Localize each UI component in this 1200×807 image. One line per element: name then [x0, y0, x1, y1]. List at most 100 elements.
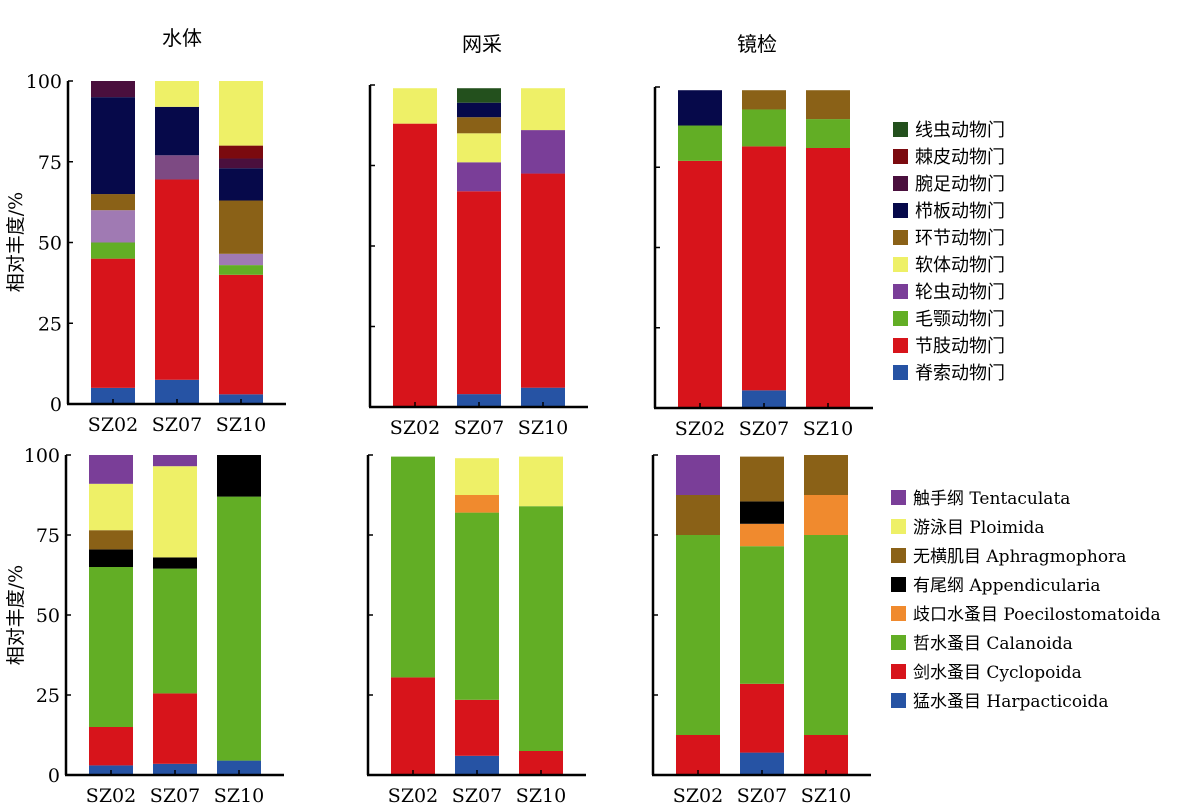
legend-top_row: 线虫动物门棘皮动物门腕足动物门栉板动物门环节动物门软体动物门轮虫动物门毛颚动物门…: [893, 120, 1005, 384]
bar-segment-sz02-2: [678, 125, 722, 161]
x-tick-label-sz02: SZ02: [86, 785, 136, 807]
y-tick-label-0: 0: [48, 765, 60, 787]
legend-swatch-8: [891, 693, 906, 708]
x-tick-label-sz02: SZ02: [88, 414, 138, 436]
legend-label-7: 剑水蚤目 Cyclopoida: [913, 663, 1082, 683]
column-title-water: 水体: [162, 26, 202, 50]
legend-label-2: 游泳目 Ploimida: [913, 518, 1045, 538]
bar-segment-sz07-2: [742, 146, 786, 391]
legend-swatch-10: [893, 365, 908, 380]
bar-segment-sz07-5: [153, 466, 197, 558]
bar-segment-sz02-4: [89, 549, 133, 567]
bar-segment-sz02-1: [676, 735, 720, 775]
bar-segment-sz10-3: [804, 495, 848, 535]
legend-bottom_row: 触手纲 Tentaculata 游泳目 Ploimida 无横肌目 Aphragmo…: [891, 489, 1161, 712]
legend-swatch-2: [893, 149, 908, 164]
bar-segment-sz02-2: [393, 88, 437, 124]
bar-segment-sz02-1: [393, 123, 437, 407]
bar-segment-sz02-5: [89, 530, 133, 550]
legend-label-3: 腕足动物门: [915, 174, 1005, 195]
bar-segment-sz10-9: [219, 81, 263, 146]
bar-segment-sz02-1: [391, 677, 435, 775]
bar-segment-sz07-6: [740, 456, 784, 502]
bar-segment-sz07-2: [740, 683, 784, 753]
bar-segment-sz10-2: [521, 173, 565, 388]
bar-segment-sz07-1: [742, 390, 786, 408]
panel-top_row-3: SZ02 SZ07 SZ10: [653, 86, 873, 440]
bar-segment-sz07-2: [155, 179, 199, 380]
bar-segment-sz10-1: [804, 735, 848, 775]
x-tick-label-sz07: SZ07: [454, 417, 504, 439]
bar-segment-sz10-5: [219, 200, 263, 254]
legend-label-8: 毛颚动物门: [915, 309, 1005, 330]
panel-bottom_row-1: SZ02 SZ07 SZ10 0 25 50 75 100: [24, 445, 284, 807]
bar-segment-sz07-4: [455, 495, 499, 513]
bar-segment-sz10-1: [521, 387, 565, 407]
legend-swatch-2: [891, 519, 906, 534]
bar-segment-sz10-3: [519, 456, 563, 507]
legend-swatch-3: [893, 176, 908, 191]
x-tick-label-sz10: SZ10: [801, 785, 851, 807]
bar-segment-sz07-4: [740, 523, 784, 547]
legend-label-4: 有尾纲 Appendicularia: [913, 576, 1101, 596]
x-tick-label-sz02: SZ02: [388, 785, 438, 807]
y-tick-label-100: 100: [24, 445, 60, 467]
y-tick-label-0: 0: [50, 394, 62, 416]
bar-segment-sz02-1: [91, 387, 135, 404]
bar-segment-sz10-2: [219, 274, 263, 395]
x-tick-label-sz07: SZ07: [152, 414, 202, 436]
bar-segment-sz07-2: [457, 191, 501, 395]
legend-swatch-4: [893, 203, 908, 218]
bar-segment-sz02-4: [676, 455, 720, 495]
panel-top_row-2: SZ02 SZ07 SZ10: [368, 84, 588, 439]
bar-segment-sz10-4: [521, 88, 565, 131]
legend-swatch-7: [893, 284, 908, 299]
bar-segment-sz02-2: [89, 727, 133, 766]
bar-segment-sz07-2: [455, 699, 499, 756]
legend-swatch-9: [893, 338, 908, 353]
legend-label-10: 脊索动物门: [915, 363, 1005, 384]
y-tick-label-25: 25: [38, 313, 62, 335]
bar-segment-sz02-4: [91, 210, 135, 243]
x-tick-label-sz02: SZ02: [390, 417, 440, 439]
x-tick-label-sz10: SZ10: [803, 418, 853, 440]
bar-segment-sz07-1: [153, 763, 197, 775]
bar-segment-sz07-5: [740, 501, 784, 524]
bar-segment-sz07-5: [455, 458, 499, 495]
x-tick-label-sz10: SZ10: [516, 785, 566, 807]
bar-segment-sz10-3: [219, 265, 263, 275]
column-title-microscope: 镜检: [737, 32, 777, 56]
bar-segment-sz07-3: [457, 162, 501, 192]
bar-segment-sz02-3: [676, 495, 720, 535]
bar-segment-sz02-7: [89, 455, 133, 484]
bar-segment-sz10-4: [804, 455, 848, 495]
legend-label-8: 猛水蚤目 Harpacticoida: [913, 692, 1109, 712]
bar-segment-sz07-5: [457, 117, 501, 134]
bar-segment-sz07-3: [153, 568, 197, 694]
bar-segment-sz07-4: [457, 133, 501, 163]
legend-label-2: 棘皮动物门: [915, 147, 1005, 168]
x-tick-label-sz07: SZ07: [739, 418, 789, 440]
bar-segment-sz07-4: [155, 106, 199, 156]
bar-segment-sz07-4: [742, 90, 786, 110]
x-tick-label-sz10: SZ10: [214, 785, 264, 807]
bar-segment-sz07-3: [742, 109, 786, 147]
legend-swatch-1: [893, 122, 908, 137]
legend-label-4: 栉板动物门: [915, 201, 1005, 222]
legend-swatch-6: [891, 635, 906, 650]
bar-segment-sz07-4: [153, 557, 197, 569]
panel-bottom_row-2: SZ02 SZ07 SZ10: [366, 454, 586, 807]
bar-segment-sz10-2: [806, 119, 850, 148]
y-tick-label-75: 75: [38, 152, 62, 174]
bar-segment-sz07-1: [457, 394, 501, 407]
y-tick-label-25: 25: [36, 685, 60, 707]
panel-top_row-1: SZ02 SZ07 SZ10 0 25 50 75 100: [26, 71, 286, 436]
column-titles: 水体 网采 镜检: [162, 26, 777, 56]
bar-segment-sz10-3: [521, 130, 565, 174]
legend-swatch-4: [891, 577, 906, 592]
bar-segment-sz07-3: [740, 546, 784, 684]
bar-segment-sz07-6: [153, 455, 197, 467]
x-tick-label-sz02: SZ02: [675, 418, 725, 440]
